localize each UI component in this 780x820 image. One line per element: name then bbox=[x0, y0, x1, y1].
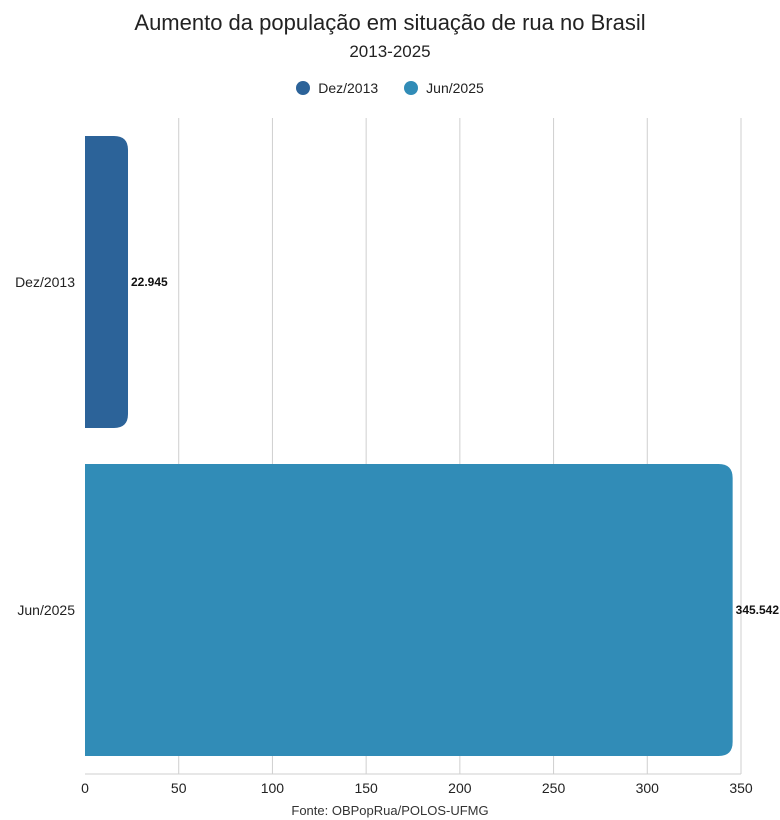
data-label-jun-2025: 345.542 bbox=[736, 603, 780, 617]
chart-title: Aumento da população em situação de rua … bbox=[134, 10, 646, 35]
category-label-jun-2025: Jun/2025 bbox=[17, 602, 75, 618]
x-tick-label-300: 300 bbox=[636, 780, 660, 796]
legend-label-dez2013: Dez/2013 bbox=[318, 80, 379, 96]
legend-item-dez2013[interactable]: Dez/2013 bbox=[296, 80, 378, 96]
x-tick-label-100: 100 bbox=[261, 780, 285, 796]
data-label-dez-2013: 22.945 bbox=[131, 275, 168, 289]
bar-jun-2025 bbox=[85, 464, 733, 756]
legend: Dez/2013 Jun/2025 bbox=[0, 80, 780, 96]
chart-subtitle: 2013-2025 bbox=[349, 42, 431, 61]
x-tick-label-50: 50 bbox=[171, 780, 187, 796]
legend-swatch-jun2025 bbox=[404, 81, 419, 95]
chart-source: Fonte: OBPopRua/POLOS-UFMG bbox=[291, 803, 489, 818]
x-tick-label-0: 0 bbox=[81, 780, 89, 796]
category-label-dez-2013: Dez/2013 bbox=[15, 274, 75, 290]
x-tick-label-350: 350 bbox=[729, 780, 753, 796]
x-tick-label-250: 250 bbox=[542, 780, 566, 796]
x-tick-label-200: 200 bbox=[448, 780, 472, 796]
bar-dez-2013 bbox=[85, 136, 129, 428]
legend-swatch-dez2013 bbox=[296, 81, 311, 95]
legend-label-jun2025: Jun/2025 bbox=[426, 80, 484, 96]
x-tick-label-150: 150 bbox=[354, 780, 378, 796]
legend-item-jun2025[interactable]: Jun/2025 bbox=[404, 80, 484, 96]
